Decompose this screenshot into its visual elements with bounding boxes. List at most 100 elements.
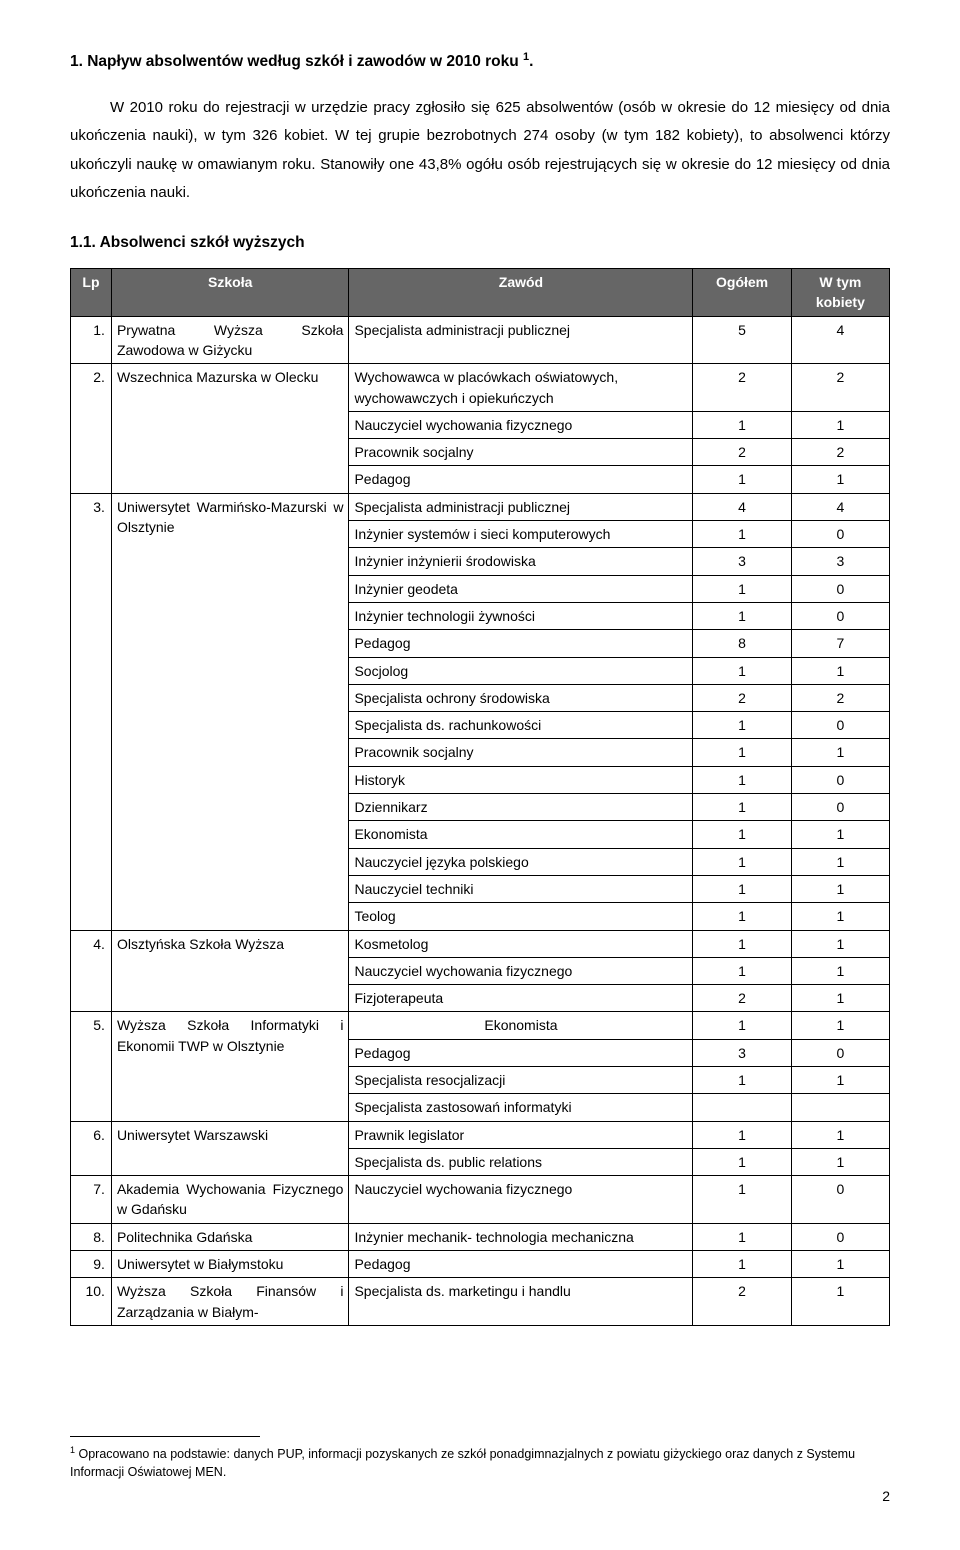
cell-zawod: Nauczyciel wychowania fizycznego (349, 1176, 693, 1224)
cell-ogolem: 1 (693, 575, 791, 602)
cell-kobiety: 1 (791, 985, 889, 1012)
table-row: 8.Politechnika GdańskaInżynier mechanik-… (71, 1223, 890, 1250)
cell-ogolem: 1 (693, 1251, 791, 1278)
cell-zawod: Pedagog (349, 1039, 693, 1066)
cell-ogolem: 1 (693, 411, 791, 438)
cell-kobiety: 0 (791, 1223, 889, 1250)
cell-zawod: Pedagog (349, 1251, 693, 1278)
cell-zawod: Pedagog (349, 466, 693, 493)
cell-zawod: Nauczyciel języka polskiego (349, 848, 693, 875)
cell-ogolem: 2 (693, 364, 791, 412)
footnote-text: Opracowano na podstawie: danych PUP, inf… (70, 1448, 855, 1479)
cell-ogolem: 1 (693, 657, 791, 684)
col-kobiety: W tym kobiety (791, 269, 889, 317)
cell-zawod: Nauczyciel techniki (349, 875, 693, 902)
cell-zawod: Inżynier technologii żywności (349, 602, 693, 629)
cell-kobiety: 1 (791, 848, 889, 875)
table-row: 2.Wszechnica Mazurska w OleckuWychowawca… (71, 364, 890, 412)
cell-lp: 5. (71, 1012, 112, 1121)
cell-lp: 2. (71, 364, 112, 493)
cell-ogolem: 3 (693, 1039, 791, 1066)
table-row: 4.Olsztyńska Szkoła WyższaKosmetolog11 (71, 930, 890, 957)
cell-zawod: Wychowawca w placówkach oświatowych, wyc… (349, 364, 693, 412)
cell-zawod: Nauczyciel wychowania fizycznego (349, 957, 693, 984)
cell-ogolem: 1 (693, 1223, 791, 1250)
cell-ogolem: 2 (693, 439, 791, 466)
cell-kobiety: 1 (791, 1067, 889, 1094)
cell-kobiety: 2 (791, 364, 889, 412)
cell-ogolem: 1 (693, 739, 791, 766)
cell-school: Uniwersytet Warmińsko-Mazurski w Olsztyn… (111, 493, 349, 930)
cell-ogolem: 2 (693, 985, 791, 1012)
footnote-separator (70, 1436, 260, 1437)
cell-ogolem: 1 (693, 1067, 791, 1094)
cell-lp: 1. (71, 316, 112, 364)
cell-ogolem: 1 (693, 766, 791, 793)
cell-kobiety: 4 (791, 316, 889, 364)
cell-zawod: Specjalista ochrony środowiska (349, 684, 693, 711)
cell-kobiety: 1 (791, 1251, 889, 1278)
paragraph-body: W 2010 roku do rejestracji w urzędzie pr… (70, 94, 890, 208)
cell-school: Prywatna Wyższa Szkoła Zawodowa w Giżyck… (111, 316, 349, 364)
cell-zawod: Prawnik legislator (349, 1121, 693, 1148)
cell-kobiety: 1 (791, 1148, 889, 1175)
cell-ogolem: 1 (693, 821, 791, 848)
cell-zawod: Specjalista zastosowań informatyki (349, 1094, 693, 1121)
cell-lp: 3. (71, 493, 112, 930)
table-row: 9.Uniwersytet w BiałymstokuPedagog11 (71, 1251, 890, 1278)
cell-zawod: Nauczyciel wychowania fizycznego (349, 411, 693, 438)
cell-zawod: Ekonomista (349, 821, 693, 848)
cell-kobiety: 0 (791, 712, 889, 739)
cell-zawod: Inżynier mechanik- technologia mechanicz… (349, 1223, 693, 1250)
table-row: 7.Akademia Wychowania Fizycznego w Gdańs… (71, 1176, 890, 1224)
cell-zawod: Inżynier geodeta (349, 575, 693, 602)
cell-ogolem: 1 (693, 903, 791, 930)
cell-zawod: Inżynier inżynierii środowiska (349, 548, 693, 575)
cell-ogolem: 1 (693, 1012, 791, 1039)
cell-school: Politechnika Gdańska (111, 1223, 349, 1250)
cell-ogolem: 1 (693, 1176, 791, 1224)
cell-kobiety: 2 (791, 684, 889, 711)
cell-ogolem: 1 (693, 712, 791, 739)
cell-lp: 6. (71, 1121, 112, 1176)
cell-ogolem: 1 (693, 466, 791, 493)
cell-zawod: Ekonomista (349, 1012, 693, 1039)
subsection-heading: 1.1. Absolwenci szkół wyższych (70, 232, 890, 254)
cell-lp: 9. (71, 1251, 112, 1278)
cell-kobiety: 1 (791, 466, 889, 493)
col-lp: Lp (71, 269, 112, 317)
cell-kobiety: 1 (791, 957, 889, 984)
cell-kobiety: 0 (791, 766, 889, 793)
cell-kobiety: 1 (791, 930, 889, 957)
cell-zawod: Specjalista resocjalizacji (349, 1067, 693, 1094)
cell-ogolem: 1 (693, 1148, 791, 1175)
table-row: 10.Wyższa Szkoła Finansów i Zarządzania … (71, 1278, 890, 1326)
cell-zawod: Specjalista administracji publicznej (349, 316, 693, 364)
heading-text: 1. Napływ absolwentów według szkół i zaw… (70, 53, 523, 70)
cell-kobiety (791, 1094, 889, 1121)
cell-ogolem: 2 (693, 684, 791, 711)
cell-zawod: Pedagog (349, 630, 693, 657)
cell-zawod: Specjalista administracji publicznej (349, 493, 693, 520)
cell-kobiety: 0 (791, 794, 889, 821)
table-row: 6.Uniwersytet WarszawskiPrawnik legislat… (71, 1121, 890, 1148)
cell-school: Akademia Wychowania Fizycznego w Gdańsku (111, 1176, 349, 1224)
cell-zawod: Specjalista ds. marketingu i handlu (349, 1278, 693, 1326)
table-row: 3.Uniwersytet Warmińsko-Mazurski w Olszt… (71, 493, 890, 520)
cell-ogolem: 1 (693, 957, 791, 984)
cell-zawod: Pracownik socjalny (349, 439, 693, 466)
cell-kobiety: 2 (791, 439, 889, 466)
cell-lp: 7. (71, 1176, 112, 1224)
cell-kobiety: 1 (791, 875, 889, 902)
cell-zawod: Specjalista ds. rachunkowości (349, 712, 693, 739)
col-szkola: Szkoła (111, 269, 349, 317)
cell-zawod: Specjalista ds. public relations (349, 1148, 693, 1175)
table-row: 5.Wyższa Szkoła Informatyki i Ekonomii T… (71, 1012, 890, 1039)
cell-school: Wyższa Szkoła Finansów i Zarządzania w B… (111, 1278, 349, 1326)
cell-kobiety: 0 (791, 521, 889, 548)
cell-ogolem: 4 (693, 493, 791, 520)
cell-ogolem: 3 (693, 548, 791, 575)
cell-zawod: Historyk (349, 766, 693, 793)
cell-kobiety: 1 (791, 1278, 889, 1326)
cell-zawod: Pracownik socjalny (349, 739, 693, 766)
